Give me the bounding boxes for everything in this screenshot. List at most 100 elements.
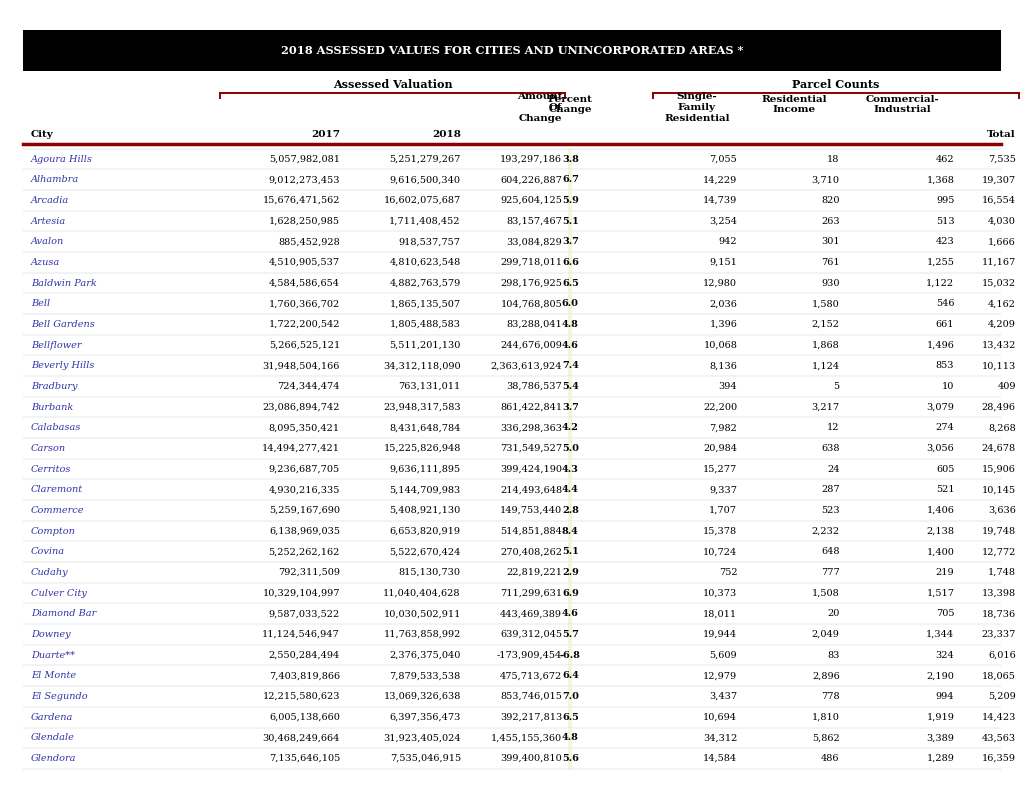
Text: 1,722,200,542: 1,722,200,542 bbox=[268, 320, 340, 329]
Bar bbox=[568, 520, 572, 542]
Text: 1,707: 1,707 bbox=[710, 506, 737, 515]
Text: 6.7: 6.7 bbox=[562, 176, 579, 184]
Text: Baldwin Park: Baldwin Park bbox=[31, 278, 96, 288]
Text: Amount
Of
Change: Amount Of Change bbox=[517, 93, 562, 123]
Text: 274: 274 bbox=[936, 423, 954, 432]
Text: 214,493,648: 214,493,648 bbox=[500, 486, 562, 494]
Bar bbox=[568, 149, 572, 169]
Text: 298,176,925: 298,176,925 bbox=[501, 278, 562, 288]
Text: 5,057,982,081: 5,057,982,081 bbox=[269, 154, 340, 164]
Text: 661: 661 bbox=[936, 320, 954, 329]
Bar bbox=[568, 500, 572, 520]
Text: 778: 778 bbox=[821, 692, 840, 701]
Text: Arcadia: Arcadia bbox=[31, 196, 69, 205]
Text: 7.4: 7.4 bbox=[562, 361, 579, 370]
Bar bbox=[568, 459, 572, 479]
Text: 5,408,921,130: 5,408,921,130 bbox=[389, 506, 461, 515]
Text: 263: 263 bbox=[821, 217, 840, 225]
Text: 4.6: 4.6 bbox=[562, 609, 579, 619]
Text: 2,138: 2,138 bbox=[927, 527, 954, 536]
Text: 1,255: 1,255 bbox=[927, 258, 954, 267]
Text: 5,511,201,130: 5,511,201,130 bbox=[389, 341, 461, 350]
Text: 24: 24 bbox=[827, 464, 840, 474]
Text: 219: 219 bbox=[936, 568, 954, 577]
Text: 6,016: 6,016 bbox=[988, 651, 1016, 660]
Text: 994: 994 bbox=[936, 692, 954, 701]
Text: 1,760,366,702: 1,760,366,702 bbox=[268, 299, 340, 308]
Text: 5.9: 5.9 bbox=[562, 196, 579, 205]
Text: 301: 301 bbox=[821, 237, 840, 246]
Text: 853: 853 bbox=[936, 361, 954, 370]
Bar bbox=[568, 190, 572, 210]
Text: 1,628,250,985: 1,628,250,985 bbox=[269, 217, 340, 225]
Text: City: City bbox=[31, 130, 53, 139]
Text: Carson: Carson bbox=[31, 444, 66, 453]
Text: 5.1: 5.1 bbox=[562, 217, 579, 225]
Text: Culver City: Culver City bbox=[31, 589, 87, 598]
Text: 15,378: 15,378 bbox=[703, 527, 737, 536]
Text: 12,215,580,623: 12,215,580,623 bbox=[262, 692, 340, 701]
Text: 7,403,819,866: 7,403,819,866 bbox=[269, 672, 340, 680]
Text: 2.9: 2.9 bbox=[562, 568, 579, 577]
Text: 3,437: 3,437 bbox=[710, 692, 737, 701]
Text: 5,252,262,162: 5,252,262,162 bbox=[268, 547, 340, 556]
Text: 521: 521 bbox=[936, 486, 954, 494]
Text: 5,259,167,690: 5,259,167,690 bbox=[269, 506, 340, 515]
Text: 5.4: 5.4 bbox=[562, 382, 579, 391]
Text: 23,086,894,742: 23,086,894,742 bbox=[262, 403, 340, 411]
Text: 4.6: 4.6 bbox=[562, 341, 579, 350]
Text: Glendale: Glendale bbox=[31, 733, 75, 742]
Text: 5,862: 5,862 bbox=[812, 733, 840, 742]
Text: 20: 20 bbox=[827, 609, 840, 619]
Text: 1,368: 1,368 bbox=[927, 176, 954, 184]
Text: 6,653,820,919: 6,653,820,919 bbox=[390, 527, 461, 536]
Text: 2,049: 2,049 bbox=[812, 630, 840, 639]
Text: 18,065: 18,065 bbox=[982, 672, 1016, 680]
Text: 299,718,011: 299,718,011 bbox=[500, 258, 562, 267]
Text: 3.7: 3.7 bbox=[562, 237, 579, 246]
Text: Downey: Downey bbox=[31, 630, 71, 639]
Text: 22,200: 22,200 bbox=[703, 403, 737, 411]
Text: 7,135,646,105: 7,135,646,105 bbox=[268, 754, 340, 763]
Text: 1,666: 1,666 bbox=[988, 237, 1016, 246]
Text: 462: 462 bbox=[936, 154, 954, 164]
Text: 11,167: 11,167 bbox=[982, 258, 1016, 267]
Bar bbox=[568, 562, 572, 583]
Text: 1,865,135,507: 1,865,135,507 bbox=[390, 299, 461, 308]
Text: 1,868: 1,868 bbox=[812, 341, 840, 350]
Text: 28,496: 28,496 bbox=[982, 403, 1016, 411]
Bar bbox=[568, 169, 572, 190]
Bar bbox=[568, 355, 572, 376]
Text: 1,805,488,583: 1,805,488,583 bbox=[390, 320, 461, 329]
Text: Claremont: Claremont bbox=[31, 486, 83, 494]
Text: 7,055: 7,055 bbox=[710, 154, 737, 164]
Text: 604,226,887: 604,226,887 bbox=[501, 176, 562, 184]
Text: 1,580: 1,580 bbox=[812, 299, 840, 308]
Text: 8,268: 8,268 bbox=[988, 423, 1016, 432]
Bar bbox=[568, 665, 572, 686]
Text: 13,398: 13,398 bbox=[982, 589, 1016, 598]
Text: 6,005,138,660: 6,005,138,660 bbox=[269, 713, 340, 721]
Text: El Monte: El Monte bbox=[31, 672, 76, 680]
Text: 10,113: 10,113 bbox=[982, 361, 1016, 370]
Text: Bradbury: Bradbury bbox=[31, 382, 77, 391]
Bar bbox=[568, 252, 572, 273]
Text: 10,030,502,911: 10,030,502,911 bbox=[383, 609, 461, 619]
Text: 31,923,405,024: 31,923,405,024 bbox=[383, 733, 461, 742]
Bar bbox=[568, 293, 572, 314]
Text: 605: 605 bbox=[936, 464, 954, 474]
Text: 513: 513 bbox=[936, 217, 954, 225]
Text: 4.2: 4.2 bbox=[562, 423, 579, 432]
Text: 853,746,015: 853,746,015 bbox=[501, 692, 562, 701]
Text: 2,190: 2,190 bbox=[927, 672, 954, 680]
Text: 10,068: 10,068 bbox=[703, 341, 737, 350]
Text: 394: 394 bbox=[719, 382, 737, 391]
Text: Bellflower: Bellflower bbox=[31, 341, 81, 350]
Bar bbox=[568, 232, 572, 252]
Text: 820: 820 bbox=[821, 196, 840, 205]
Text: 724,344,474: 724,344,474 bbox=[278, 382, 340, 391]
Text: Compton: Compton bbox=[31, 527, 76, 536]
Bar bbox=[568, 479, 572, 500]
Text: 443,469,389: 443,469,389 bbox=[500, 609, 562, 619]
Text: 763,131,011: 763,131,011 bbox=[398, 382, 461, 391]
